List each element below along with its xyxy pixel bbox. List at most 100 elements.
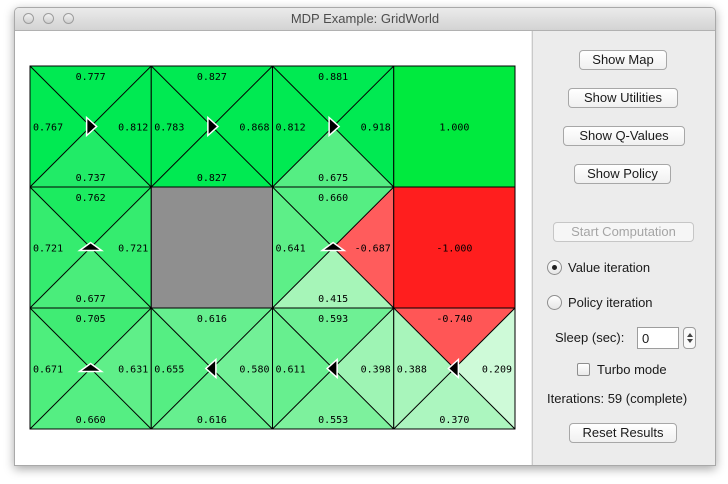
show-utilities-button[interactable]: Show Utilities xyxy=(568,88,678,108)
policy-arrow-east-icon xyxy=(207,115,219,138)
q-region-north xyxy=(272,187,394,248)
terminal-cell xyxy=(393,65,516,188)
q-region-east xyxy=(90,66,152,187)
q-region-south xyxy=(272,368,394,429)
q-value-south: 0.737 xyxy=(76,173,106,184)
q-region-east xyxy=(90,187,152,308)
zoom-window-button[interactable] xyxy=(63,13,74,24)
q-region-west xyxy=(393,308,455,429)
turbo-mode-checkbox[interactable] xyxy=(577,363,590,376)
q-value-south: 0.553 xyxy=(318,415,348,426)
reset-results-button[interactable]: Reset Results xyxy=(569,423,677,443)
q-region-east xyxy=(333,308,394,429)
q-value-west: 0.783 xyxy=(154,123,184,134)
q-region-north xyxy=(30,66,152,127)
q-value-north: 0.827 xyxy=(197,72,227,83)
minimize-window-button[interactable] xyxy=(43,13,54,24)
q-region-west xyxy=(30,308,91,429)
q-region-south xyxy=(30,126,152,187)
policy-arrow-east-icon xyxy=(328,115,341,138)
policy-arrow-west-icon xyxy=(326,357,338,380)
q-value-east: 0.868 xyxy=(239,123,269,134)
q-value-west: 0.721 xyxy=(33,244,63,255)
q-region-east xyxy=(454,308,515,429)
q-value-north: 0.616 xyxy=(197,314,227,325)
q-region-east xyxy=(333,187,394,308)
q-value-east: 0.721 xyxy=(118,244,148,255)
wall-cell xyxy=(150,186,273,309)
show-map-button[interactable]: Show Map xyxy=(579,50,667,70)
q-region-east xyxy=(211,308,273,429)
q-value-east: 0.398 xyxy=(361,365,391,376)
q-value-south: 0.675 xyxy=(318,173,348,184)
q-region-north xyxy=(272,308,394,369)
q-region-west xyxy=(30,187,91,308)
window-title: MDP Example: GridWorld xyxy=(290,11,440,26)
q-value-west: 0.767 xyxy=(33,123,63,134)
q-region-north xyxy=(30,187,152,248)
q-value-south: 0.415 xyxy=(318,294,348,305)
chevron-up-icon[interactable] xyxy=(687,333,693,337)
value-iteration-radio[interactable] xyxy=(547,260,562,275)
q-value-west: 0.388 xyxy=(397,365,427,376)
q-region-south xyxy=(272,247,394,308)
q-value-south: 0.827 xyxy=(197,173,227,184)
q-region-north xyxy=(151,66,273,127)
q-value-north: 0.777 xyxy=(76,72,106,83)
title-bar: MDP Example: GridWorld xyxy=(15,8,715,31)
chevron-down-icon[interactable] xyxy=(687,339,693,343)
policy-arrow-north-icon xyxy=(77,362,104,373)
q-region-south xyxy=(272,126,394,187)
q-value-west: 0.671 xyxy=(33,365,63,376)
show-qvalues-button[interactable]: Show Q-Values xyxy=(563,126,685,146)
q-value-south: 0.370 xyxy=(439,415,469,426)
q-region-west xyxy=(272,308,334,429)
sleep-label: Sleep (sec): xyxy=(555,330,625,345)
grid-panel: 0.777 0.737 0.767 0.812 0.827 0.827 0.783 0.868… xyxy=(15,31,531,465)
q-region-west xyxy=(272,66,334,187)
policy-arrow-west-icon xyxy=(447,357,460,380)
q-value-west: 0.641 xyxy=(276,244,306,255)
q-region-north xyxy=(272,66,394,127)
sleep-input[interactable] xyxy=(637,327,679,349)
iterations-status: Iterations: 59 (complete) xyxy=(547,391,688,406)
policy-iteration-label: Policy iteration xyxy=(568,295,653,310)
q-region-south xyxy=(30,368,152,429)
q-value-east: 0.812 xyxy=(118,123,148,134)
q-region-west xyxy=(30,66,91,187)
q-value-north: 0.705 xyxy=(76,314,106,325)
q-value-east: -0.687 xyxy=(355,244,391,255)
q-region-south xyxy=(393,368,515,429)
q-value-south: 0.616 xyxy=(197,415,227,426)
gridworld-board: 0.777 0.737 0.767 0.812 0.827 0.827 0.783 0.868… xyxy=(29,65,516,430)
policy-iteration-radio[interactable] xyxy=(547,295,562,310)
q-region-east xyxy=(90,308,152,429)
q-value-east: 0.580 xyxy=(239,365,269,376)
q-region-east xyxy=(211,66,273,187)
q-value-north: 0.660 xyxy=(318,193,348,204)
q-region-west xyxy=(151,66,212,187)
q-region-north xyxy=(393,308,515,369)
q-value-north: 0.593 xyxy=(318,314,348,325)
q-value-south: 0.660 xyxy=(76,415,106,426)
q-region-south xyxy=(30,247,152,308)
start-computation-button[interactable]: Start Computation xyxy=(553,222,694,242)
q-value-west: 0.655 xyxy=(154,365,184,376)
q-value-north: -0.740 xyxy=(436,314,472,325)
policy-arrow-west-icon xyxy=(204,357,217,380)
show-policy-button[interactable]: Show Policy xyxy=(574,164,671,184)
q-value-east: 0.631 xyxy=(118,365,148,376)
q-value-south: 0.677 xyxy=(76,294,106,305)
close-window-button[interactable] xyxy=(23,13,34,24)
policy-arrow-north-icon xyxy=(77,241,104,252)
q-value-west: 0.812 xyxy=(276,123,306,134)
q-value-east: 0.918 xyxy=(361,123,391,134)
q-value-north: 0.762 xyxy=(76,193,106,204)
q-region-south xyxy=(151,126,273,187)
policy-arrow-east-icon xyxy=(85,115,98,138)
app-window: MDP Example: GridWorld 0.777 0.737 0.767 0.… xyxy=(14,7,716,466)
sleep-stepper[interactable] xyxy=(683,327,696,349)
q-value-north: 0.881 xyxy=(318,72,348,83)
policy-arrow-north-icon xyxy=(319,241,347,252)
q-region-west xyxy=(151,308,212,429)
